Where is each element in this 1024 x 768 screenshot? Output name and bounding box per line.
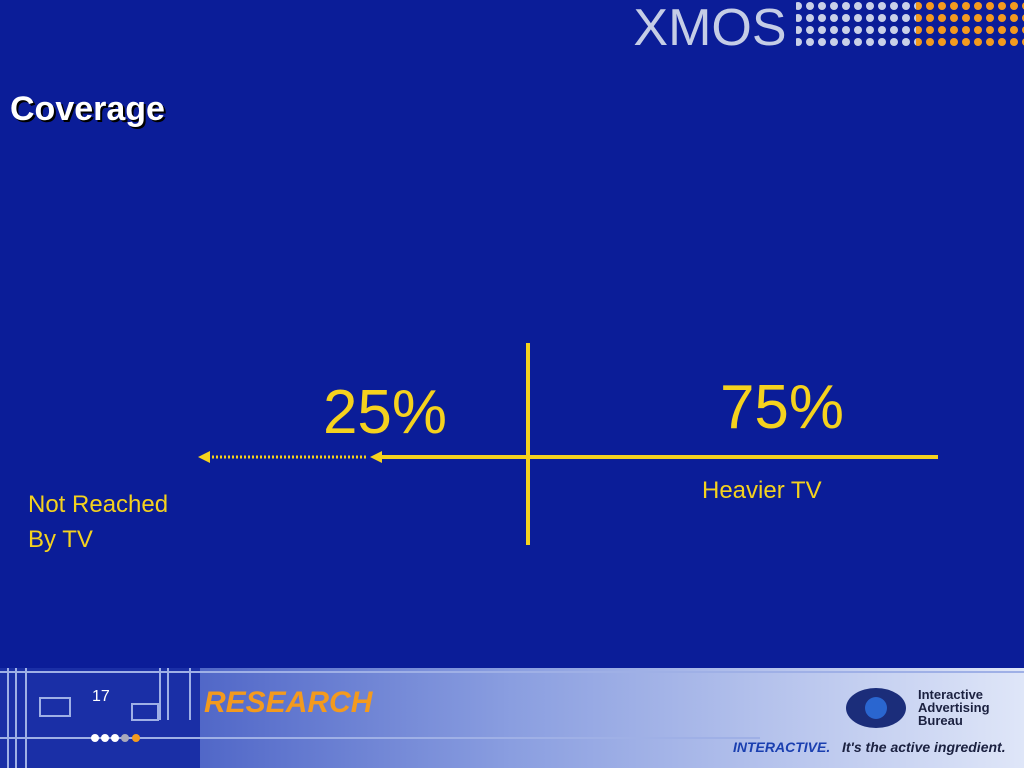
left-value: 25%	[323, 378, 447, 447]
logo-dots-orange	[916, 2, 1024, 50]
tagline-a: INTERACTIVE.	[733, 739, 830, 755]
arrowhead	[198, 451, 210, 463]
logo: XMOS	[633, 0, 786, 57]
left-label: By TV	[28, 526, 93, 553]
arrowhead	[370, 451, 382, 463]
org: Bureau	[918, 713, 963, 728]
org: Interactive	[918, 687, 983, 702]
page-number: 17	[92, 688, 110, 705]
iab-logo-i	[865, 697, 887, 719]
logo-dots	[796, 2, 916, 50]
left-label: Not Reached	[28, 491, 168, 518]
footer-dots	[91, 734, 140, 742]
tagline-b: It's the active ingredient.	[842, 739, 1006, 755]
section: RESEARCH	[204, 686, 374, 719]
org: Advertising	[918, 700, 990, 715]
footer-left	[0, 668, 200, 768]
right-value: 75%	[720, 373, 844, 442]
title: Coverage	[10, 90, 165, 128]
title-shadow: Coverage	[12, 92, 167, 130]
right-label: Heavier TV	[702, 477, 822, 504]
